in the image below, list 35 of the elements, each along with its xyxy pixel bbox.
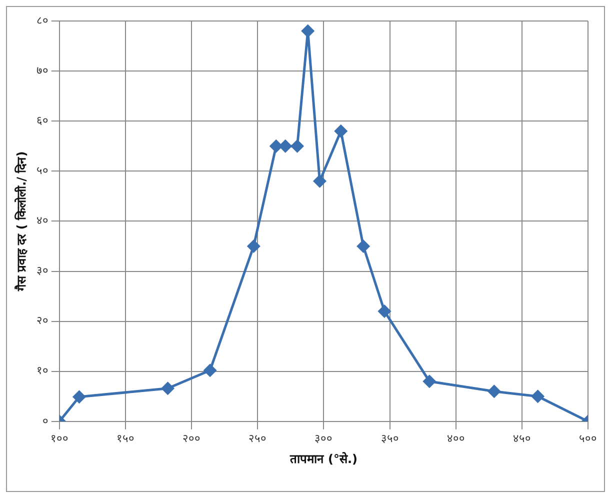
- y-tick-label: ६०: [36, 114, 48, 127]
- point: [532, 390, 544, 403]
- x-tick-label: २००: [182, 432, 201, 445]
- point: [378, 305, 391, 318]
- point: [247, 240, 260, 252]
- y-axis-title: गैस प्रवाह दर ( किलोली./ दिन): [14, 151, 28, 292]
- x-tick-label: २५०: [248, 432, 267, 445]
- point: [279, 140, 292, 152]
- y-tick-label: ०: [42, 414, 48, 428]
- point: [313, 174, 326, 188]
- point: [204, 364, 216, 377]
- point: [72, 390, 86, 404]
- y-tick-label: २०: [36, 314, 48, 328]
- point: [334, 124, 348, 138]
- point: [162, 382, 174, 395]
- y-tick-label: १०: [36, 364, 48, 378]
- x-tick-label: ३००: [314, 432, 333, 445]
- point: [423, 375, 436, 388]
- y-tick-label: ५०: [36, 164, 48, 178]
- point: [302, 24, 314, 38]
- point: [270, 140, 282, 152]
- y-tick-label: ८०: [36, 14, 48, 27]
- x-axis-title: तापमान (°से.): [288, 452, 358, 466]
- x-tick-label: ३५०: [380, 432, 399, 445]
- y-tick-label: ७०: [36, 64, 48, 77]
- point: [488, 385, 500, 398]
- y-tick-label: ४०: [36, 214, 48, 228]
- x-tick-label: ५००: [579, 432, 597, 445]
- y-tick-label: ३०: [36, 264, 48, 278]
- x-tick-label: ४५०: [512, 432, 531, 445]
- point: [291, 140, 304, 152]
- x-tick-label: ४००: [446, 432, 465, 445]
- x-tick-label: १००: [50, 432, 68, 445]
- x-tick-label: १५०: [116, 432, 134, 445]
- point: [357, 240, 370, 252]
